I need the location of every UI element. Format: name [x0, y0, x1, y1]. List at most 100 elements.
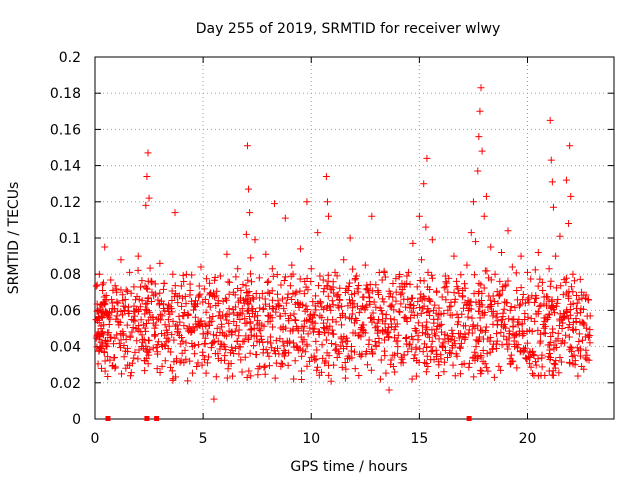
- data-point: [228, 346, 236, 354]
- y-tick-label: 0.1: [59, 231, 81, 247]
- data-point: [202, 369, 210, 377]
- data-point: [323, 282, 331, 290]
- y-tick-label: 0.06: [50, 303, 81, 319]
- data-point: [184, 311, 192, 319]
- data-point: [524, 294, 532, 302]
- data-point: [247, 372, 255, 380]
- data-point: [523, 339, 531, 347]
- data-point: [403, 272, 411, 280]
- data-point: [348, 354, 356, 362]
- data-point: [329, 316, 337, 324]
- data-point: [389, 293, 397, 301]
- data-point: [506, 330, 514, 338]
- data-point: [304, 330, 312, 338]
- data-point: [201, 339, 209, 347]
- data-point: [142, 284, 150, 292]
- data-point: [271, 374, 279, 382]
- data-point: [206, 314, 214, 322]
- data-point: [147, 277, 155, 285]
- data-point: [328, 297, 336, 305]
- data-point: [205, 300, 213, 308]
- data-point: [454, 285, 462, 293]
- data-point: [112, 363, 120, 371]
- data-point: [273, 271, 281, 279]
- data-point: [482, 323, 490, 331]
- data-point: [181, 293, 189, 301]
- data-point: [387, 356, 395, 364]
- data-point: [152, 343, 160, 351]
- data-point: [168, 367, 176, 375]
- data-point: [408, 294, 416, 302]
- data-point: [180, 359, 188, 367]
- data-point: [573, 299, 581, 307]
- data-point: [119, 302, 127, 310]
- data-point: [104, 373, 112, 381]
- data-point: [407, 314, 415, 322]
- data-point: [148, 288, 156, 296]
- data-point: [256, 304, 264, 312]
- data-point: [423, 352, 431, 360]
- data-point: [428, 271, 436, 279]
- data-point: [551, 361, 559, 369]
- data-point: [513, 344, 521, 352]
- data-point: [405, 341, 413, 349]
- data-point: [340, 256, 348, 264]
- data-point: [149, 313, 157, 321]
- data-point: [219, 329, 227, 337]
- data-point: [119, 328, 127, 336]
- data-point: [467, 229, 475, 237]
- data-point: [375, 315, 383, 323]
- data-point: [510, 315, 518, 323]
- data-point: [513, 364, 521, 372]
- data-point: [113, 312, 121, 320]
- data-point: [278, 295, 286, 303]
- data-point: [228, 331, 236, 339]
- data-point: [501, 320, 509, 328]
- data-point: [532, 294, 540, 302]
- data-point: [504, 345, 512, 353]
- data-point: [536, 339, 544, 347]
- data-point: [309, 298, 317, 306]
- data-point: [235, 350, 243, 358]
- data-point: [138, 277, 146, 285]
- data-point: [423, 343, 431, 351]
- data-point: [260, 363, 268, 371]
- data-point: [178, 349, 186, 357]
- data-point: [320, 305, 328, 313]
- data-point: [180, 322, 188, 330]
- y-axis-label: SRMTID / TECUs: [6, 182, 22, 295]
- data-point: [154, 338, 162, 346]
- data-point: [143, 347, 151, 355]
- data-point: [129, 316, 137, 324]
- data-point: [517, 284, 525, 292]
- data-point: [502, 324, 510, 332]
- data-point: [486, 337, 494, 345]
- data-point: [411, 351, 419, 359]
- data-point: [413, 311, 421, 319]
- data-point: [566, 359, 574, 367]
- data-point: [311, 311, 319, 319]
- data-point: [115, 339, 123, 347]
- data-point: [363, 285, 371, 293]
- data-point: [317, 368, 325, 376]
- data-point: [440, 358, 448, 366]
- data-point: [480, 284, 488, 292]
- data-point: [435, 304, 443, 312]
- data-point: [443, 332, 451, 340]
- data-point: [225, 327, 233, 335]
- data-point: [202, 308, 210, 316]
- data-point: [546, 311, 554, 319]
- data-point: [438, 341, 446, 349]
- data-point: [462, 322, 470, 330]
- data-point: [281, 310, 289, 318]
- data-point: [443, 353, 451, 361]
- data-point: [367, 314, 375, 322]
- data-point: [577, 352, 585, 360]
- data-point: [324, 277, 332, 285]
- data-point: [263, 349, 271, 357]
- data-point: [496, 277, 504, 285]
- data-point: [353, 317, 361, 325]
- data-point: [189, 306, 197, 314]
- data-point: [279, 360, 287, 368]
- data-point: [372, 281, 380, 289]
